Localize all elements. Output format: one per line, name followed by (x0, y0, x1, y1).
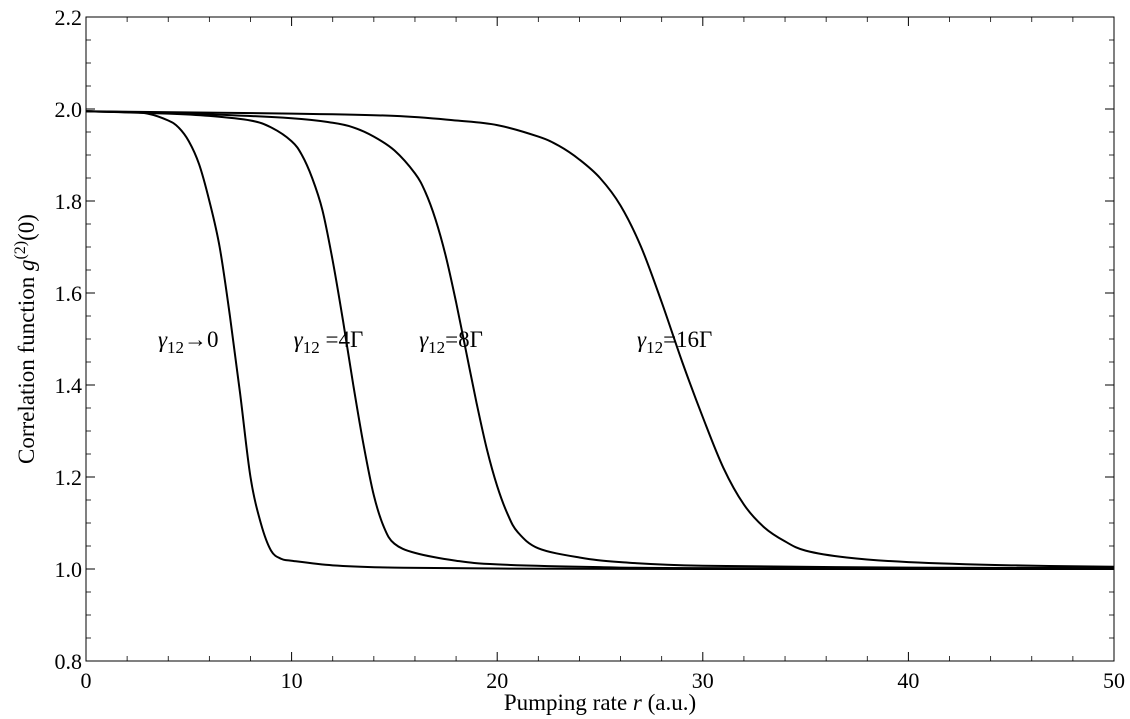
y-axis-label-before: Correlation function (14, 271, 39, 464)
curve-label-subscript: 12 (646, 338, 663, 357)
series-line-3 (85, 110, 1115, 570)
curve-label-value: →0 (184, 327, 219, 352)
x-axis-label-before: Pumping rate (504, 690, 633, 715)
x-axis-label-after: (a.u.) (642, 690, 696, 715)
series-line-1 (85, 110, 1115, 571)
curve-label-value: =4Γ (320, 327, 364, 352)
x-axis-label-italic: r (633, 690, 643, 715)
curve-label-value: =8Γ (445, 327, 483, 352)
y-tick-label: 1.4 (55, 373, 83, 398)
curve-label-subscript: 12 (303, 338, 320, 357)
axis-ticks: 0 10 20 30 40 50 0.8 1.0 1.2 1.4 1.6 1.8 2.0 2.2 (55, 5, 1126, 693)
x-tick-label: 0 (81, 668, 92, 693)
y-tick-label: 1.2 (55, 465, 83, 490)
curve-label-4: γ12=16Γ (637, 327, 712, 357)
x-tick-label: 30 (692, 668, 714, 693)
x-axis-label: Pumping rate r (a.u.) (504, 690, 696, 715)
curve-label-subscript: 12 (428, 338, 445, 357)
y-axis-label-sup: (2) (12, 241, 29, 260)
y-tick-label: 1.8 (55, 189, 83, 214)
y-tick-label: 1.6 (55, 281, 83, 306)
curve-label-1: γ12→0 (158, 327, 219, 357)
y-tick-label: 1.0 (55, 557, 83, 582)
y-tick-label: 2.2 (55, 5, 83, 30)
y-axis-label-italic: g (14, 260, 39, 272)
x-tick-label: 40 (897, 668, 919, 693)
y-tick-label: 2.0 (55, 97, 83, 122)
curve-label-greek: γ (294, 327, 304, 352)
curve-label-subscript: 12 (167, 338, 184, 357)
curve-label-value: =16Γ (663, 327, 712, 352)
curve-label-2: γ12 =4Γ (294, 327, 364, 357)
curves (85, 110, 1115, 571)
curve-label-greek: γ (419, 327, 429, 352)
x-tick-label: 50 (1103, 668, 1125, 693)
curve-label-3: γ12=8Γ (419, 327, 483, 357)
curve-label-greek: γ (158, 327, 168, 352)
y-axis-label-after: (0) (14, 214, 39, 241)
series-line-4 (85, 110, 1115, 568)
x-tick-label: 10 (281, 668, 303, 693)
curve-labels: γ12→0 γ12 =4Γ γ12=8Γ γ12=16Γ (158, 327, 712, 357)
y-axis-label: Correlation function g(2)(0) (12, 214, 39, 464)
series-line-2 (85, 110, 1115, 570)
y-tick-label: 0.8 (55, 649, 83, 674)
x-tick-label: 20 (486, 668, 508, 693)
curve-label-greek: γ (637, 327, 647, 352)
